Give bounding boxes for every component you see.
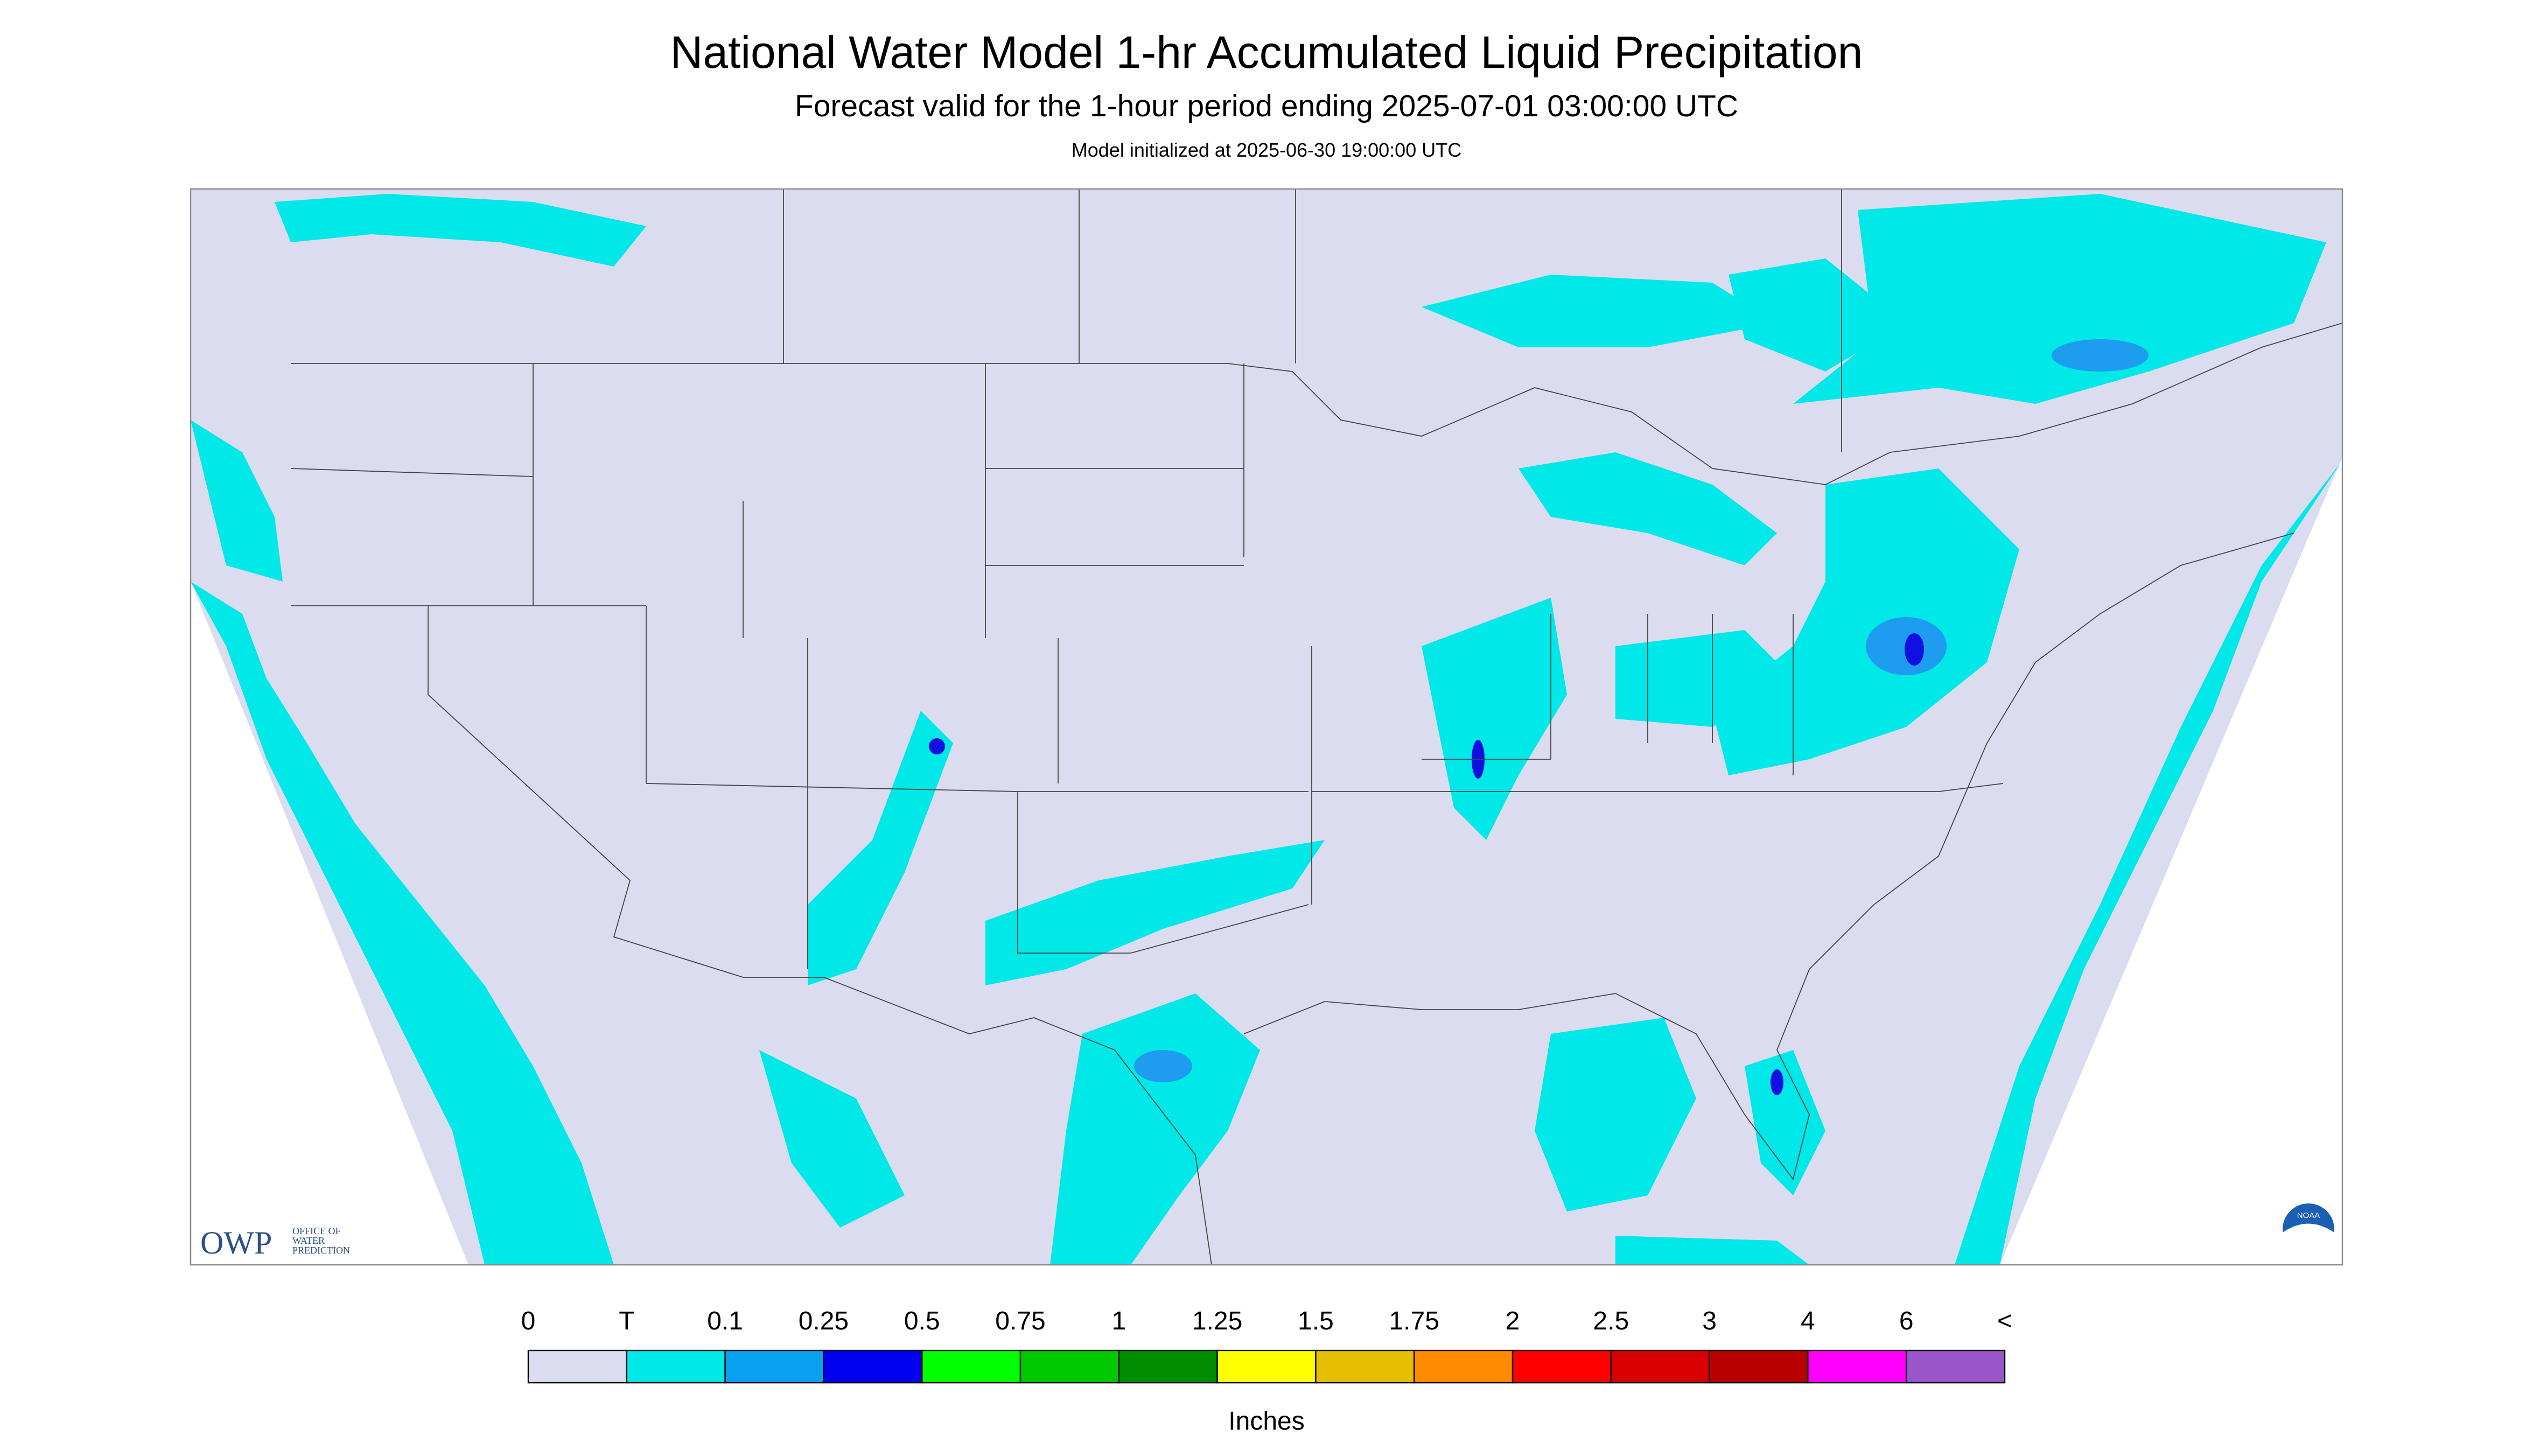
owp-logo-text: PREDICTION — [292, 1245, 350, 1256]
border-line — [290, 468, 1212, 1265]
border-line — [428, 363, 1312, 970]
rain-area — [191, 582, 614, 1265]
rain-area — [1905, 633, 1924, 666]
precip-areas — [191, 194, 2342, 1265]
no-data-area — [2000, 457, 2342, 1265]
borders — [290, 189, 2343, 1265]
rain-area — [1729, 258, 1906, 372]
legend-swatch — [1610, 1349, 1710, 1384]
subtitle: Forecast valid for the 1-hour period end… — [795, 89, 1738, 123]
owp-logo-text: OFFICE OF — [292, 1226, 341, 1236]
noaa-logo-wave — [2283, 1223, 2334, 1259]
rain-area — [1615, 630, 1793, 727]
rain-area — [808, 711, 953, 986]
title: National Water Model 1-hr Accumulated Li… — [670, 27, 1863, 78]
rain-area — [1535, 1018, 1696, 1212]
legend-swatch — [1315, 1349, 1415, 1384]
legend-swatch — [527, 1349, 628, 1384]
rain-area — [1712, 468, 2019, 776]
init-time: Model initialized at 2025-06-30 19:00:00… — [1072, 139, 1461, 161]
legend-label: 3 — [1702, 1307, 1717, 1335]
legend-unit: Inches — [1228, 1407, 1304, 1436]
rain-area — [2052, 339, 2149, 372]
legend-swatch — [1512, 1349, 1612, 1384]
legend-swatch — [1905, 1349, 2006, 1384]
rain-area — [1050, 993, 1260, 1265]
rain-area — [1422, 598, 1567, 841]
legend-label: T — [619, 1307, 634, 1335]
legend-label: 1.25 — [1192, 1307, 1242, 1335]
border-line — [646, 468, 2004, 954]
rain-area — [985, 840, 1325, 986]
rain-area — [1134, 1050, 1192, 1083]
rain-area — [759, 1050, 905, 1228]
border-line — [1243, 533, 2294, 1181]
legend-label: 0.25 — [799, 1307, 849, 1335]
rain-area — [1745, 1050, 1825, 1196]
rain-area — [1422, 275, 1777, 348]
legend-swatch — [1414, 1349, 1514, 1384]
legend-swatch — [724, 1349, 824, 1384]
no-data-area — [191, 582, 468, 1265]
legend-swatch — [1709, 1349, 1809, 1384]
legend-swatch — [921, 1349, 1021, 1384]
rain-area — [1519, 452, 1777, 566]
legend-label: 1.5 — [1298, 1307, 1334, 1335]
legend-swatch — [1019, 1349, 1120, 1384]
map: OWP OFFICE OF WATER PREDICTION NOAA — [190, 188, 2343, 1266]
legend-swatch — [626, 1349, 726, 1384]
legend-label: 0.5 — [904, 1307, 940, 1335]
legend-label: 4 — [1801, 1307, 1815, 1335]
legend-label: 1 — [1111, 1307, 1126, 1335]
border-line — [1422, 614, 1794, 776]
legend-label: 0.1 — [707, 1307, 743, 1335]
border-line — [291, 323, 2343, 485]
legend-label: 1.75 — [1389, 1307, 1439, 1335]
legend-label: < — [1997, 1307, 2012, 1335]
owp-logo: OWP — [200, 1225, 272, 1261]
rain-area — [929, 738, 945, 755]
noaa-logo-text: NOAA — [2297, 1211, 2320, 1220]
legend: 0 T 0.1 0.25 0.5 0.75 1 1.25 1.5 1.75 2 2.5 3 4 6 < — [521, 1307, 2012, 1384]
rain-area — [191, 420, 283, 582]
legend-swatch — [1118, 1349, 1218, 1384]
legend-label: 0.75 — [995, 1307, 1045, 1335]
rain-area — [1771, 1069, 1783, 1096]
legend-label: 6 — [1899, 1307, 1914, 1335]
legend-swatch — [823, 1349, 923, 1384]
map-frame — [190, 188, 2343, 1266]
legend-label: 2.5 — [1593, 1307, 1629, 1335]
rain-area — [1793, 194, 2326, 404]
border-line — [783, 189, 1842, 453]
owp-logo-text: WATER — [292, 1235, 325, 1246]
legend-label: 2 — [1506, 1307, 1520, 1335]
legend-swatch — [1216, 1349, 1317, 1384]
legend-label: 0 — [521, 1307, 536, 1335]
legend-swatch — [1807, 1349, 1907, 1384]
rain-area — [275, 194, 646, 267]
rain-area — [1955, 460, 2342, 1265]
rain-area — [1615, 1236, 1809, 1265]
